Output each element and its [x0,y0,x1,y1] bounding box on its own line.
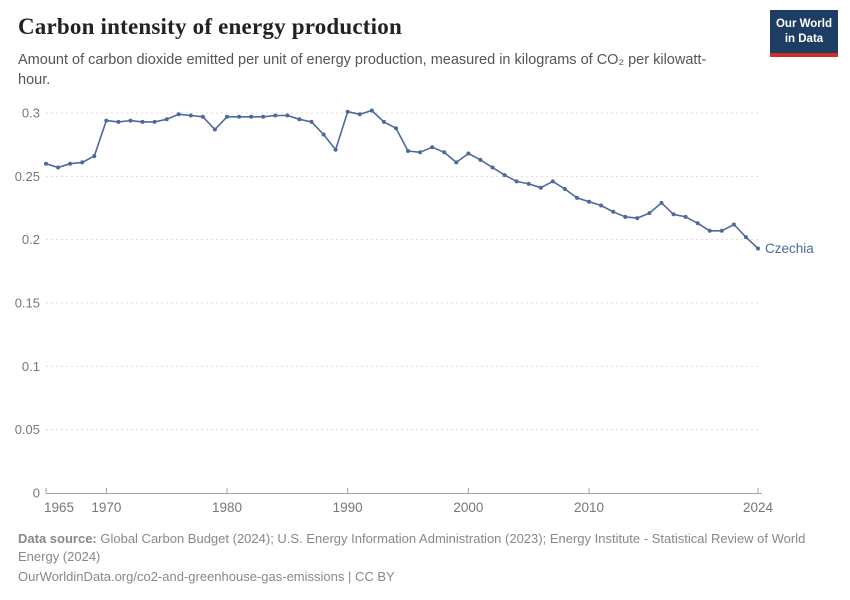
y-tick-label: 0 [33,486,40,501]
data-point[interactable] [104,118,109,123]
data-point[interactable] [56,165,61,170]
data-point[interactable] [611,209,616,214]
data-point[interactable] [261,114,266,119]
owid-logo-line1: Our World [775,18,832,30]
x-tick-label: 1965 [44,500,74,515]
data-point[interactable] [538,185,543,190]
data-point[interactable] [164,117,169,122]
data-point[interactable] [756,246,760,251]
data-point[interactable] [587,199,592,204]
x-tick-label: 2010 [574,500,604,515]
data-point[interactable] [454,160,459,165]
data-point[interactable] [442,150,447,155]
data-point[interactable] [80,160,85,165]
data-point[interactable] [526,181,531,186]
x-tick-label: 1970 [91,500,121,515]
data-point[interactable] [237,114,242,119]
data-point[interactable] [731,222,736,227]
data-point[interactable] [394,126,398,131]
series-line [45,109,759,250]
data-point[interactable] [683,214,688,219]
data-point[interactable] [514,179,519,184]
y-tick-label: 0.25 [15,169,40,184]
data-point[interactable] [707,228,712,233]
data-point[interactable] [345,109,350,114]
data-point[interactable] [502,173,507,178]
data-point[interactable] [695,221,700,226]
data-point[interactable] [671,212,676,217]
data-point[interactable] [273,113,278,118]
data-point[interactable] [357,112,362,117]
series-end-label: Czechia [765,241,814,256]
data-point[interactable] [369,108,374,113]
data-point[interactable] [200,114,205,119]
x-tick-label: 2024 [743,500,774,515]
data-point[interactable] [68,161,73,166]
data-point[interactable] [321,132,326,137]
data-point[interactable] [575,195,579,200]
data-point[interactable] [225,114,229,119]
page-title: Carbon intensity of energy production [18,14,402,39]
data-point[interactable] [719,228,724,233]
y-tick-label: 0.3 [22,106,40,121]
x-tick-label: 1990 [333,500,363,515]
data-point[interactable] [44,161,48,166]
data-point[interactable] [333,147,338,152]
data-point[interactable] [647,211,652,216]
data-source-label: Data source: [18,531,97,546]
data-point[interactable] [406,149,410,153]
data-source-text: Global Carbon Budget (2024); U.S. Energy… [18,531,806,565]
data-point[interactable] [212,127,217,132]
data-point[interactable] [116,119,121,124]
data-point[interactable] [128,118,133,123]
data-point[interactable] [309,119,314,124]
data-point[interactable] [490,165,495,170]
data-point[interactable] [599,203,604,208]
owid-logo-line2: in Data [784,32,824,45]
data-point[interactable] [140,119,145,124]
data-point[interactable] [743,235,748,240]
data-point[interactable] [623,214,628,219]
data-point[interactable] [659,200,664,205]
y-tick-label: 0.2 [22,232,40,247]
data-point[interactable] [92,154,97,159]
data-point[interactable] [176,112,181,117]
y-tick-label: 0.05 [15,422,40,437]
data-point[interactable] [562,187,567,191]
data-point[interactable] [152,119,157,124]
data-point[interactable] [418,150,423,155]
data-point[interactable] [478,157,483,162]
data-point[interactable] [381,119,386,124]
x-tick-label: 2000 [453,500,483,515]
data-source-note: Data source: Global Carbon Budget (2024)… [18,530,832,566]
data-point[interactable] [249,114,254,119]
data-point[interactable] [297,117,302,122]
data-point[interactable] [285,113,290,118]
y-tick-label: 0.15 [15,296,40,311]
chart-subtitle: Amount of carbon dioxide emitted per uni… [18,52,707,88]
canonical-url[interactable]: OurWorldinData.org/co2-and-greenhouse-ga… [18,569,395,584]
data-point[interactable] [466,151,471,156]
data-point[interactable] [550,179,555,184]
owid-logo[interactable]: Our World in Data [770,10,838,57]
y-tick-label: 0.1 [22,359,40,374]
data-point[interactable] [188,113,193,118]
data-point[interactable] [635,216,640,221]
data-point[interactable] [430,145,435,150]
x-tick-label: 1980 [212,500,242,515]
